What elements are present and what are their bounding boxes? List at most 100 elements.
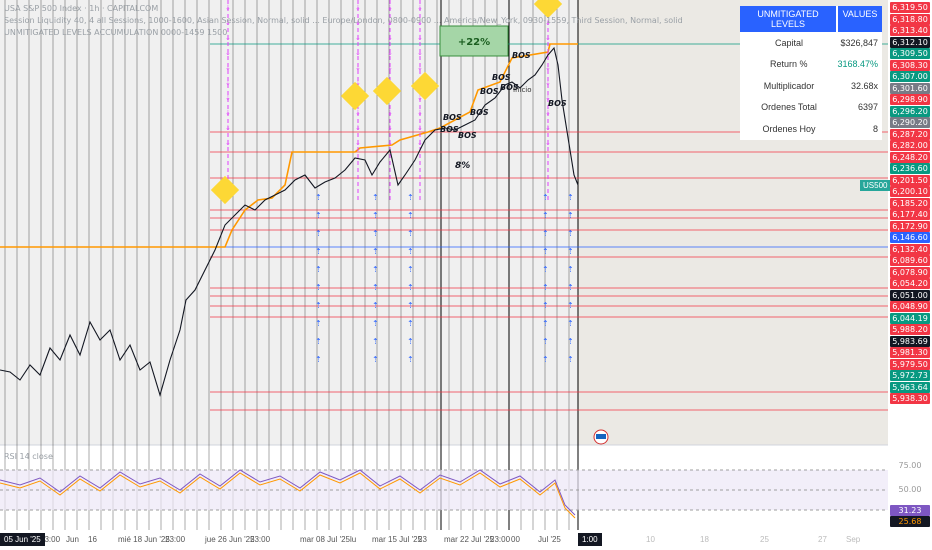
future-time-label: 25 — [760, 535, 769, 544]
magenta-arrow-icon: ⇣ — [545, 34, 551, 42]
rsi-legend[interactable]: RSI 14 close — [4, 452, 53, 461]
blue-arrow-icon: ⇡ — [567, 301, 574, 310]
blue-arrow-icon: ⇡ — [542, 337, 549, 346]
magenta-arrow-icon: ⇣ — [225, 64, 231, 72]
price-axis-tag: 6,301.60 — [890, 82, 930, 94]
magenta-arrow-icon: ⇣ — [225, 49, 231, 57]
price-axis-tag: 6,319.50 — [890, 2, 930, 13]
time-axis-label: lu — [350, 535, 357, 544]
stats-key: Capital — [774, 37, 803, 48]
price-axis-tag: 6,308.30 — [890, 59, 930, 71]
future-time-label: 18 — [700, 535, 709, 544]
us-flag-stripe — [596, 434, 606, 439]
gain-box — [439, 25, 509, 57]
stats-value: 6397 — [857, 102, 878, 113]
blue-arrow-icon: ⇡ — [567, 229, 574, 238]
bos-label: BOS — [548, 99, 567, 108]
magenta-arrow-icon: ⇣ — [355, 4, 361, 12]
price-series-line — [0, 46, 579, 397]
time-axis-label: 23 — [418, 535, 427, 544]
bos-label: BOS — [440, 125, 459, 134]
time-axis-label: mar 15 Jul '25 — [372, 535, 422, 544]
magenta-arrow-icon: ⇣ — [355, 124, 361, 132]
blue-arrow-icon: ⇡ — [372, 283, 379, 292]
magenta-arrow-icon: ⇣ — [225, 79, 231, 87]
price-axis-tag: 6,282.00 — [890, 140, 930, 151]
price-axis-tag: 6,089.60 — [890, 255, 930, 266]
blue-arrow-icon: ⇡ — [542, 283, 549, 292]
time-axis-label: 00 — [511, 535, 520, 544]
blue-arrow-icon: ⇡ — [542, 211, 549, 220]
magenta-arrow-icon: ⇣ — [225, 109, 231, 117]
time-axis-label: mié 18 Jun '25 — [118, 535, 170, 544]
time-end-tag: 1:00 — [578, 533, 602, 546]
indicator-legend[interactable]: Session Liquidity 40, 4 all Sessions, 10… — [4, 16, 683, 25]
blue-arrow-icon: ⇡ — [407, 355, 414, 364]
magenta-arrow-icon: ⇣ — [417, 94, 423, 102]
blue-arrow-icon: ⇡ — [315, 319, 322, 328]
price-axis-tag: 6,309.50 — [890, 48, 930, 59]
blue-arrow-icon: ⇡ — [315, 283, 322, 292]
blue-arrow-icon: ⇡ — [407, 319, 414, 328]
rsi-axis-tag: 75.00 — [898, 461, 922, 470]
blue-arrow-icon: ⇡ — [542, 193, 549, 202]
price-axis-tag: 5,988.20 — [890, 324, 930, 335]
price-axis-tag: 5,938.30 — [890, 393, 930, 404]
bos-label: BOS — [443, 113, 462, 122]
stats-row: Multiplicador 32.68x — [740, 75, 882, 97]
blue-arrow-icon: ⇡ — [407, 265, 414, 274]
time-axis[interactable]: 23:00 Jun 16 mié 18 Jun '25 23:00 jue 26 Jun … — [0, 530, 888, 550]
magenta-arrow-icon: ⇣ — [545, 64, 551, 72]
stats-value: $326,847 — [840, 37, 878, 48]
rsi-line — [0, 469, 576, 516]
future-time-label: 10 — [646, 535, 655, 544]
magenta-arrow-icon: ⇣ — [225, 34, 231, 42]
blue-arrow-icon: ⇡ — [567, 337, 574, 346]
magenta-arrow-icon: ⇣ — [387, 4, 393, 12]
magenta-arrow-icon: ⇣ — [545, 79, 551, 87]
price-axis-tag: 6,051.00 — [890, 289, 930, 301]
blue-arrow-icon: ⇡ — [315, 229, 322, 238]
blue-arrow-icon: ⇡ — [407, 229, 414, 238]
magenta-arrow-icon: ⇣ — [225, 4, 231, 12]
stats-value: 32.68x — [850, 80, 878, 91]
bos-label: BOS — [512, 51, 531, 60]
price-axis-tag: 5,963.64 — [890, 381, 930, 393]
indicator-legend-2[interactable]: UNMITIGATED LEVELS ACCUMULATION 0000-145… — [4, 28, 228, 37]
blue-arrow-icon: ⇡ — [372, 337, 379, 346]
price-axis-tag: 6,290.20 — [890, 117, 930, 128]
magenta-arrow-icon: ⇣ — [545, 139, 551, 147]
gain-box-label: +22% — [458, 37, 490, 48]
price-axis-tag: 6,307.00 — [890, 71, 930, 82]
price-axis-tag: 6,146.60 — [890, 232, 930, 243]
magenta-arrow-icon: ⇣ — [355, 139, 361, 147]
magenta-arrow-icon: ⇣ — [545, 109, 551, 117]
blue-arrow-icon: ⇡ — [315, 265, 322, 274]
magenta-arrow-icon: ⇣ — [545, 19, 551, 27]
blue-arrow-icon: ⇡ — [542, 229, 549, 238]
price-axis-tag: 6,201.50 — [890, 174, 930, 186]
blue-arrow-icon: ⇡ — [567, 247, 574, 256]
blue-arrow-icon: ⇡ — [542, 301, 549, 310]
time-axis-label: mar 22 Jul '25 — [444, 535, 494, 544]
bos-label: BOS — [480, 87, 499, 96]
price-axis-tag: 6,048.90 — [890, 301, 930, 312]
price-axis-tag: 6,054.20 — [890, 278, 930, 289]
stats-row: Ordenes Total 6397 — [740, 97, 882, 119]
time-axis-label: Jul '25 — [538, 535, 561, 544]
time-axis-label: 23:00 — [490, 535, 511, 544]
blue-arrow-icon: ⇡ — [567, 265, 574, 274]
magenta-arrow-icon: ⇣ — [355, 109, 361, 117]
time-axis-label: 23:00 — [165, 535, 186, 544]
stats-header-values: VALUES — [838, 6, 882, 32]
time-axis-label: 23:00 — [40, 535, 61, 544]
blue-arrow-icon: ⇡ — [407, 337, 414, 346]
blue-arrow-icon: ⇡ — [315, 301, 322, 310]
symbol-legend[interactable]: USA S&P 500 Index · 1h · CAPITALCOM — [4, 4, 159, 13]
blue-arrow-icon: ⇡ — [567, 283, 574, 292]
price-axis-tag: 6,236.60 — [890, 163, 930, 174]
price-axis-tag: 5,972.73 — [890, 370, 930, 381]
magenta-arrow-icon: ⇣ — [355, 34, 361, 42]
price-axis-tag: 6,296.20 — [890, 105, 930, 117]
